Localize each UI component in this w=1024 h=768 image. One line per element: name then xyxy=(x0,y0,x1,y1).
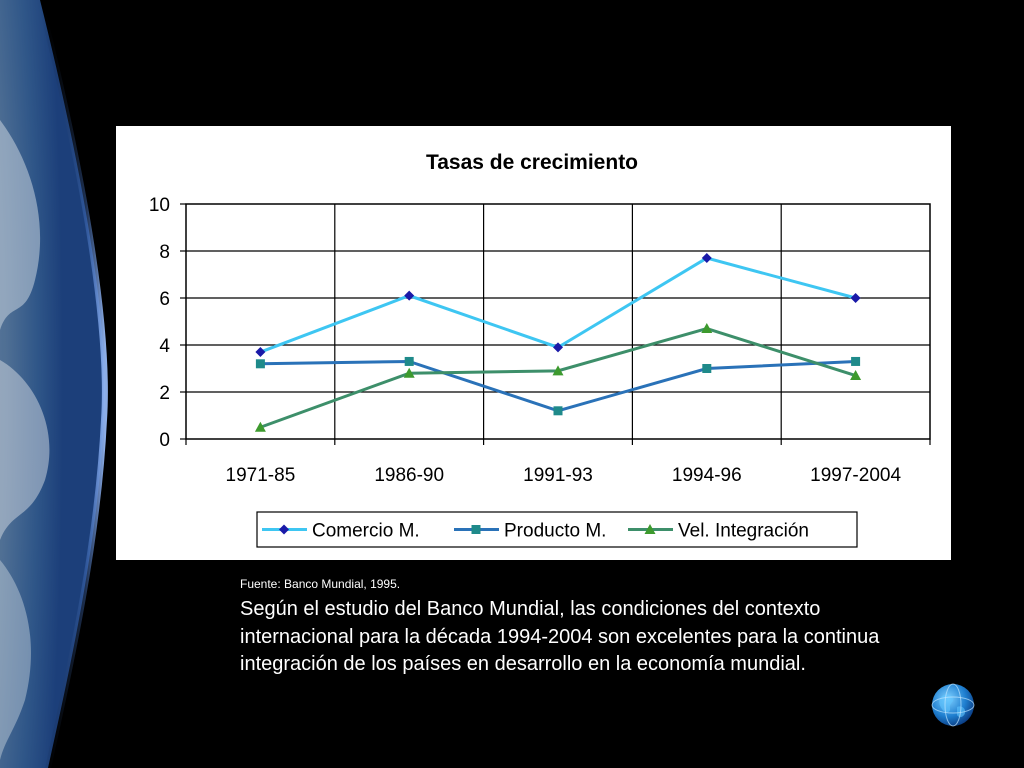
x-tick-label: 1994-96 xyxy=(672,465,742,486)
y-tick-label: 10 xyxy=(149,195,170,216)
data-point xyxy=(404,290,415,301)
data-point xyxy=(701,323,713,334)
data-point xyxy=(254,421,266,432)
legend-label: Producto M. xyxy=(504,521,606,542)
data-point xyxy=(702,364,712,373)
legend-marker xyxy=(279,524,289,535)
data-point xyxy=(850,293,861,303)
caption-text: Según el estudio del Banco Mundial, las … xyxy=(240,598,880,675)
legend-box xyxy=(256,511,858,548)
y-tick-label: 8 xyxy=(159,242,170,263)
source-note: Fuente: Banco Mundial, 1995. xyxy=(240,577,401,591)
data-point xyxy=(701,253,712,264)
globe-icon[interactable] xyxy=(929,681,977,729)
data-point xyxy=(255,347,266,358)
data-point xyxy=(255,359,265,369)
y-tick-label: 6 xyxy=(159,289,170,310)
legend-label: Comercio M. xyxy=(312,521,420,542)
legend-marker xyxy=(644,524,656,534)
x-tick-label: 1971-85 xyxy=(226,465,296,486)
y-tick-label: 0 xyxy=(159,430,170,451)
data-point xyxy=(403,367,415,378)
data-point xyxy=(553,342,563,353)
chart-panel: Tasas de crecimiento 0 2 4 6 8 10 1971-85 1986-… xyxy=(116,126,951,560)
y-tick-label: 4 xyxy=(159,336,170,357)
legend-label: Vel. Integración xyxy=(678,521,809,542)
data-point xyxy=(404,356,414,366)
earth-background xyxy=(0,0,110,768)
line-chart: Tasas de crecimiento 0 2 4 6 8 10 1971-85 1986-… xyxy=(149,151,931,548)
x-tick-label: 1991-93 xyxy=(523,465,593,486)
legend-marker xyxy=(471,525,481,534)
chart-title: Tasas de crecimiento xyxy=(426,151,638,174)
x-tick-label: 1997-2004 xyxy=(810,465,901,486)
y-tick-label: 2 xyxy=(159,383,170,404)
data-point xyxy=(851,356,861,366)
x-tick-label: 1986-90 xyxy=(374,465,444,486)
data-point xyxy=(553,406,563,416)
data-point xyxy=(552,365,564,376)
data-point xyxy=(850,370,862,381)
plot-area xyxy=(185,203,931,440)
